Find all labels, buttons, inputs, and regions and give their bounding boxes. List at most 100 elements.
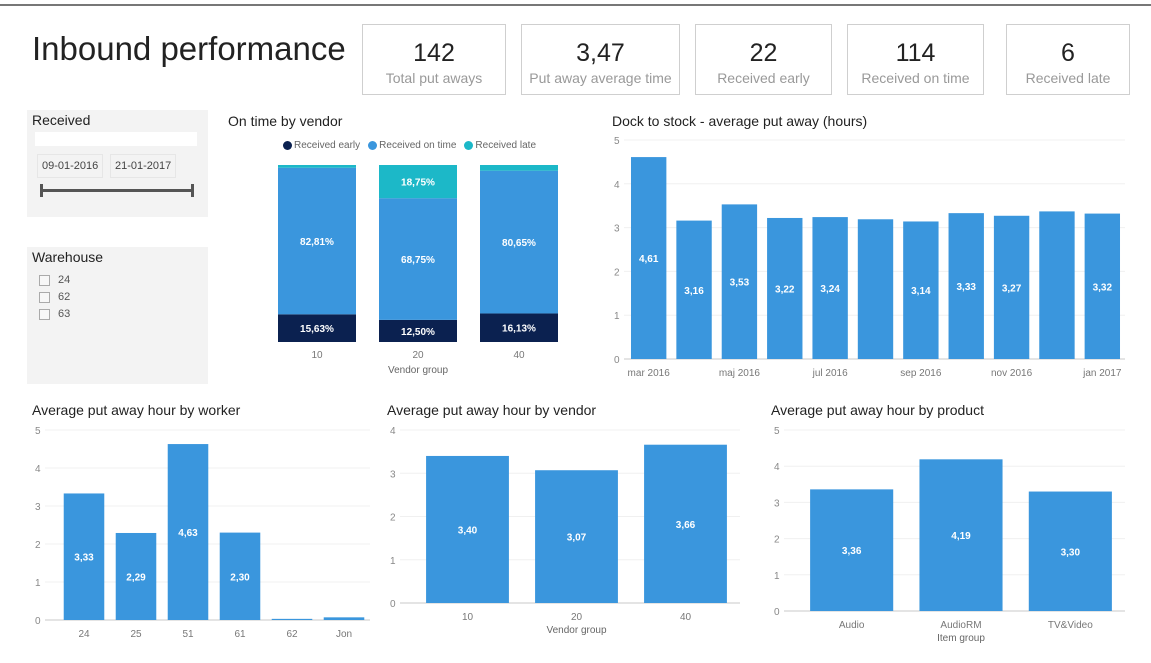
- data-label: 3,33: [74, 553, 94, 564]
- bar[interactable]: [676, 220, 712, 359]
- y-tick-label: 2: [614, 267, 620, 278]
- date-range-slider[interactable]: [41, 189, 193, 192]
- warehouse-option-63[interactable]: 63: [39, 308, 70, 320]
- bar[interactable]: [919, 459, 1003, 611]
- x-tick-label: Jon: [336, 629, 352, 640]
- bar[interactable]: [1039, 211, 1075, 359]
- x-tick-label: jul 2016: [812, 368, 848, 379]
- bar[interactable]: [948, 213, 984, 359]
- bar[interactable]: [63, 493, 105, 620]
- kpi-label: Put away average time: [529, 70, 672, 86]
- bar-segment-0[interactable]: [480, 313, 558, 342]
- bar[interactable]: [1028, 491, 1112, 611]
- data-label: 3,24: [820, 284, 840, 295]
- kpi-label: Received on time: [861, 70, 970, 86]
- y-tick-label: 1: [35, 578, 41, 589]
- y-tick-label: 0: [390, 599, 396, 610]
- bar-segment-2[interactable]: [278, 165, 356, 168]
- x-tick-label: 62: [286, 629, 298, 640]
- y-tick-label: 1: [614, 311, 620, 322]
- x-axis-title: Vendor group: [546, 625, 606, 636]
- kpi-value: 22: [749, 39, 778, 67]
- y-tick-label: 2: [35, 540, 41, 551]
- bar[interactable]: [857, 219, 894, 359]
- x-tick-label: AudioRM: [940, 620, 981, 631]
- bar-segment-0[interactable]: [379, 319, 457, 342]
- x-tick-label: 25: [130, 629, 142, 640]
- x-axis-title: Item group: [937, 633, 985, 644]
- legend-early[interactable]: Received early: [283, 140, 360, 151]
- data-label: 3,40: [458, 525, 478, 536]
- x-tick-label: 40: [513, 350, 525, 361]
- warehouse-slicer: Warehouse 24 62 63: [27, 247, 208, 384]
- checkbox-icon[interactable]: [39, 308, 50, 320]
- x-tick-label: sep 2016: [900, 368, 942, 379]
- bar-segment-2[interactable]: [480, 165, 558, 171]
- warehouse-option-24[interactable]: 24: [39, 274, 70, 286]
- data-label: 2,29: [126, 572, 146, 583]
- legend-on-time[interactable]: Received on time: [368, 140, 456, 151]
- kpi-value: 142: [413, 39, 455, 67]
- bar[interactable]: [810, 489, 894, 611]
- page-title: Inbound performance: [32, 30, 346, 67]
- bar[interactable]: [630, 157, 667, 359]
- data-label: 3,32: [1093, 282, 1113, 293]
- bar[interactable]: [903, 221, 939, 359]
- y-tick-label: 1: [390, 556, 396, 567]
- x-tick-label: TV&Video: [1048, 620, 1093, 631]
- y-tick-label: 2: [774, 535, 780, 546]
- x-tick-label: mar 2016: [628, 368, 671, 379]
- x-tick-label: 24: [78, 629, 90, 640]
- data-label: 3,53: [730, 278, 750, 289]
- y-tick-label: 4: [774, 462, 780, 473]
- data-label: 3,30: [1061, 547, 1081, 558]
- bar[interactable]: [219, 532, 261, 620]
- kpi-received-late: 6 Received late: [1006, 24, 1130, 95]
- kpi-put-away-average-time: 3,47 Put away average time: [521, 24, 680, 95]
- bar[interactable]: [993, 215, 1030, 359]
- bar[interactable]: [167, 444, 209, 620]
- bar-segment-1[interactable]: [278, 167, 356, 315]
- y-tick-label: 0: [35, 616, 41, 627]
- legend-label: Received late: [475, 140, 537, 151]
- legend-label: Received on time: [379, 140, 457, 151]
- bar[interactable]: [644, 444, 727, 603]
- bar[interactable]: [426, 455, 509, 603]
- bar-segment-1[interactable]: [379, 198, 457, 320]
- y-tick-label: 0: [614, 355, 620, 366]
- kpi-total-put-aways: 142 Total put aways: [362, 24, 506, 95]
- x-tick-label: 20: [412, 350, 424, 361]
- x-tick-label: 10: [311, 350, 323, 361]
- y-tick-label: 5: [774, 426, 780, 437]
- data-label: 16,13%: [502, 324, 536, 335]
- start-date-input[interactable]: 09-01-2016: [37, 154, 104, 178]
- bar[interactable]: [535, 470, 618, 603]
- end-date-input[interactable]: 21-01-2017: [110, 154, 177, 178]
- data-label: 3,07: [567, 533, 587, 544]
- x-tick-label: nov 2016: [991, 368, 1033, 379]
- legend-late[interactable]: Received late: [464, 140, 536, 151]
- checkbox-icon[interactable]: [39, 291, 50, 303]
- bar-segment-2[interactable]: [379, 165, 457, 199]
- checkbox-icon[interactable]: [39, 274, 50, 286]
- kpi-label: Total put aways: [385, 70, 483, 86]
- bar[interactable]: [271, 618, 313, 620]
- warehouse-option-62[interactable]: 62: [39, 291, 70, 303]
- bar[interactable]: [812, 217, 848, 359]
- bar[interactable]: [721, 204, 758, 359]
- bar[interactable]: [323, 617, 365, 620]
- bar[interactable]: [115, 532, 157, 620]
- bar[interactable]: [1084, 213, 1121, 359]
- date-bar: [35, 132, 197, 146]
- x-tick-label: 10: [462, 612, 474, 623]
- data-label: 18,75%: [401, 178, 435, 189]
- legend-label: Received early: [294, 140, 361, 151]
- slider-end-handle[interactable]: [191, 184, 194, 197]
- y-tick-label: 3: [614, 224, 620, 235]
- data-label: 3,33: [956, 282, 976, 293]
- data-label: 15,63%: [300, 324, 334, 335]
- bar-segment-1[interactable]: [480, 170, 558, 314]
- bar-segment-0[interactable]: [278, 314, 356, 342]
- slider-start-handle[interactable]: [40, 184, 43, 197]
- bar[interactable]: [767, 217, 803, 359]
